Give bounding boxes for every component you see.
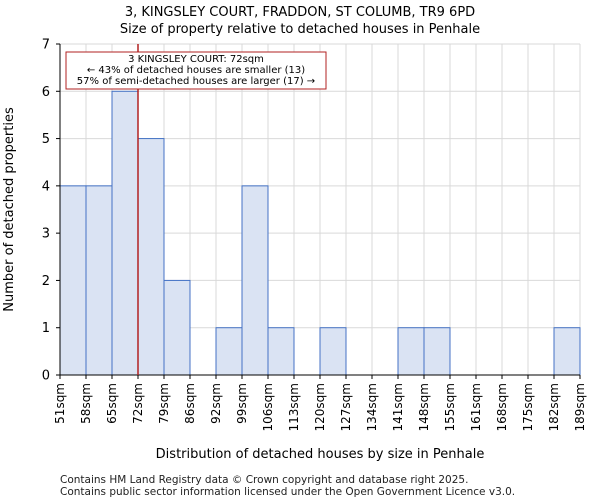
x-tick-label: 161sqm	[469, 383, 483, 431]
y-tick-label: 4	[42, 179, 50, 194]
bar	[553, 327, 581, 376]
y-tick-label: 2	[42, 274, 50, 289]
bar	[137, 138, 165, 376]
chart-title: 3, KINGSLEY COURT, FRADDON, ST COLUMB, T…	[124, 5, 476, 20]
x-tick-label: 155sqm	[443, 383, 457, 431]
bar	[59, 185, 87, 376]
bar	[423, 327, 451, 376]
x-tick-label: 134sqm	[365, 383, 379, 431]
x-tick-label: 92sqm	[209, 383, 223, 424]
x-ticks: 51sqm 58sqm 65sqm 72sqm 79sqm 86sqm 92sqm 99sqm…	[53, 375, 587, 431]
x-tick-label: 141sqm	[391, 383, 405, 431]
x-tick-label: 99sqm	[235, 383, 249, 424]
annotation-line-3: 57% of semi-detached houses are larger (…	[77, 76, 315, 87]
x-tick-label: 106sqm	[261, 383, 275, 431]
x-tick-label: 120sqm	[313, 383, 327, 431]
bar	[319, 327, 347, 376]
footer-line-1: Contains HM Land Registry data © Crown c…	[60, 474, 469, 486]
x-tick-label: 72sqm	[131, 383, 145, 424]
bar	[267, 327, 295, 376]
bar	[111, 90, 139, 376]
annotation-box: 3 KINGSLEY COURT: 72sqm ← 43% of detache…	[65, 51, 327, 90]
x-tick-label: 168sqm	[495, 383, 509, 431]
footer-line-2: Contains public sector information licen…	[60, 486, 516, 498]
x-tick-label: 79sqm	[157, 383, 171, 424]
x-tick-label: 65sqm	[105, 383, 119, 424]
y-tick-label: 0	[42, 369, 50, 384]
y-axis-label: Number of detached properties	[2, 107, 17, 312]
y-tick-label: 6	[42, 85, 50, 100]
x-tick-label: 51sqm	[53, 383, 67, 424]
y-tick-label: 1	[42, 321, 50, 336]
annotation-line-2: ← 43% of detached houses are smaller (13…	[87, 65, 305, 76]
x-tick-label: 86sqm	[183, 383, 197, 424]
y-tick-label: 7	[42, 38, 50, 53]
bars	[59, 90, 581, 376]
y-ticks: 0 1 2 3 4 5 6 7	[42, 38, 60, 384]
x-tick-label: 175sqm	[521, 383, 535, 431]
x-tick-label: 189sqm	[573, 383, 587, 431]
bar	[397, 327, 425, 376]
x-tick-label: 58sqm	[79, 383, 93, 424]
x-tick-label: 113sqm	[287, 383, 301, 431]
annotation-line-1: 3 KINGSLEY COURT: 72sqm	[128, 54, 264, 65]
x-tick-label: 127sqm	[339, 383, 353, 431]
x-tick-label: 182sqm	[547, 383, 561, 431]
x-tick-label: 148sqm	[417, 383, 431, 431]
x-axis-label: Distribution of detached houses by size …	[156, 447, 485, 462]
bar	[241, 185, 269, 376]
y-tick-label: 5	[42, 132, 50, 147]
annotation-border	[65, 51, 327, 90]
y-tick-label: 3	[42, 227, 50, 242]
bar	[163, 279, 191, 376]
bar	[215, 327, 243, 376]
bar	[85, 185, 113, 376]
chart-subtitle: Size of property relative to detached ho…	[119, 22, 481, 37]
